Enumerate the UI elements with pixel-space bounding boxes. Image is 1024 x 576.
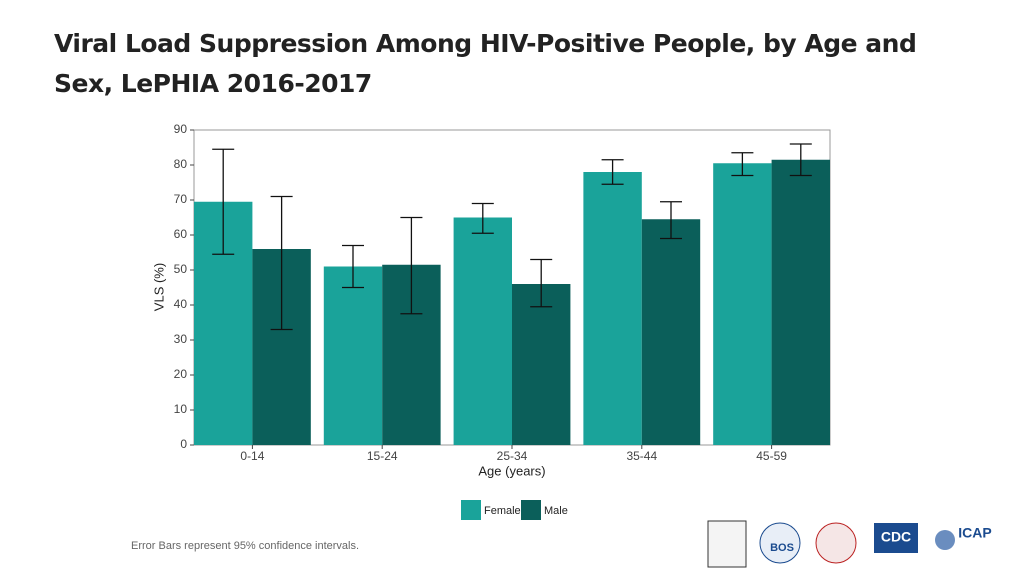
logo-text: BOS: [770, 542, 794, 554]
error-bar: [400, 216, 423, 315]
bar: [512, 284, 571, 445]
logo-text: ICAP: [958, 525, 991, 541]
slide-title: Viral Load Suppression Among HIV-Positiv…: [54, 29, 917, 98]
footnote: Error Bars represent 95% confidence inte…: [131, 540, 360, 552]
bar: [323, 266, 383, 445]
bar: [641, 219, 701, 445]
y-tick-label: 90: [174, 122, 188, 136]
error-bar: [342, 244, 364, 289]
legend-label: Female: [484, 505, 521, 517]
error-bar: [212, 148, 235, 255]
logo: [874, 523, 918, 553]
y-axis-label: VLS (%): [151, 263, 166, 311]
y-tick-label: 50: [174, 262, 188, 276]
bar: [453, 217, 512, 445]
x-tick-label: 35-44: [626, 449, 657, 463]
x-tick-label: 15-24: [367, 449, 398, 463]
legend-label: Male: [544, 505, 568, 517]
y-tick-label: 80: [174, 157, 188, 171]
error-bar: [530, 258, 553, 308]
error-bar: [270, 195, 293, 331]
error-bar: [601, 159, 624, 185]
y-tick-label: 20: [174, 367, 188, 381]
y-tick-label: 0: [180, 437, 187, 451]
x-axis-label: Age (years): [478, 463, 545, 478]
logos: BOS CDC ICAP: [707, 520, 992, 568]
bar: [771, 159, 830, 445]
x-tick-label: 25-34: [497, 449, 528, 463]
x-tick-label: 0-14: [240, 449, 264, 463]
logo: [935, 530, 955, 550]
y-tick-label: 10: [174, 402, 188, 416]
y-tick-label: 30: [174, 332, 188, 346]
error-bar: [471, 202, 494, 234]
bar: [583, 172, 642, 445]
x-tick-label: 45-59: [756, 449, 787, 463]
y-tick-label: 40: [174, 297, 188, 311]
error-bar: [789, 143, 812, 177]
y-tick-label: 70: [174, 192, 188, 206]
bar: [713, 163, 772, 445]
logo: [759, 522, 801, 564]
error-bar: [660, 201, 682, 240]
logo-text: CDC: [881, 529, 911, 545]
y-tick-label: 60: [174, 227, 188, 241]
logo: [707, 520, 747, 568]
legend-swatch: [461, 500, 481, 520]
error-bar: [731, 152, 754, 177]
logo: [815, 522, 857, 564]
legend-swatch: [521, 500, 541, 520]
